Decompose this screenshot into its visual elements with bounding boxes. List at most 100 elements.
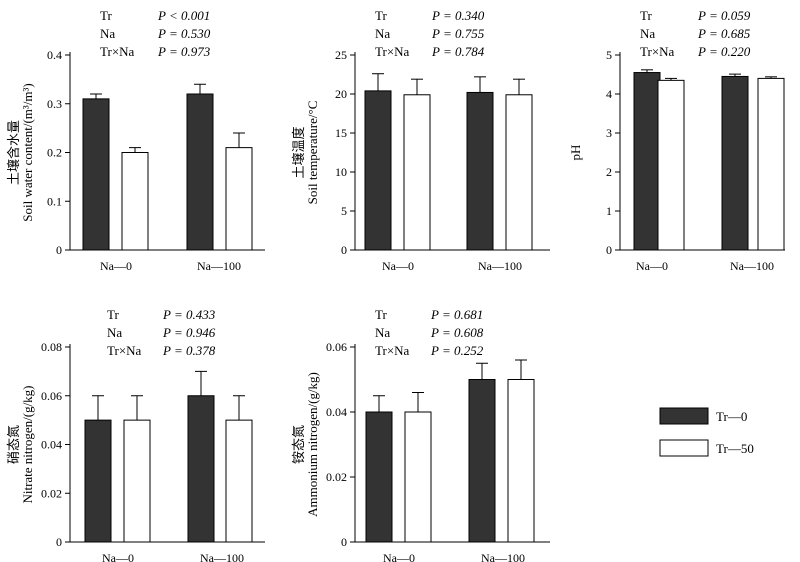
y-tick-label: 0.06: [41, 389, 62, 403]
x-tick-label: Na—100: [200, 551, 244, 562]
x-tick-label: Na—100: [197, 259, 241, 273]
stat-p-value: P = 0.252: [430, 343, 484, 358]
bar: [225, 419, 253, 543]
bar: [721, 75, 749, 251]
x-tick-label: Na—100: [478, 259, 522, 273]
stat-p-value: P = 0.530: [157, 26, 211, 41]
stat-p-value: P = 0.220: [697, 44, 751, 59]
bar: [121, 152, 149, 251]
stat-term: Na: [375, 325, 390, 340]
y-tick-label: 0.04: [41, 438, 62, 452]
legend-swatch: [659, 439, 709, 457]
y-tick-label: 20: [335, 87, 347, 101]
bar: [187, 395, 215, 543]
bar: [657, 79, 685, 251]
stat-term: Tr×Na: [375, 343, 410, 358]
stat-term: Tr: [375, 307, 387, 322]
stat-p-value: P = 0.784: [431, 44, 485, 59]
stat-p-value: P = 0.433: [162, 307, 216, 322]
stat-term: Tr×Na: [640, 44, 675, 59]
stat-p-value: P < 0.001: [157, 8, 210, 23]
y-tick-label: 0: [56, 243, 62, 257]
y-tick-label: 0: [606, 243, 612, 257]
y-tick-label: 5: [606, 48, 612, 62]
y-tick-label: 0.1: [47, 194, 62, 208]
stat-p-value: P = 0.946: [162, 325, 216, 340]
stat-term: Na: [375, 26, 390, 41]
stat-term: Tr×Na: [100, 44, 135, 59]
y-axis-label-cn: 硝态氮: [6, 425, 21, 464]
y-tick-label: 0.02: [326, 470, 347, 484]
x-tick-label: Na—0: [636, 259, 668, 273]
stat-term: Tr×Na: [375, 44, 410, 59]
stat-p-value: P = 0.685: [697, 26, 751, 41]
x-tick-label: Na—0: [383, 551, 415, 562]
legend-label: Tr—0: [716, 409, 747, 424]
stat-term: Tr: [107, 307, 119, 322]
x-tick-label: Na—0: [102, 551, 134, 562]
stat-p-value: P = 0.681: [430, 307, 483, 322]
bar: [365, 411, 393, 543]
y-tick-label: 10: [335, 165, 347, 179]
stat-p-value: P = 0.973: [157, 44, 211, 59]
bar: [225, 147, 253, 251]
y-axis-label-cn: 土壤温度: [291, 126, 306, 178]
y-axis-label-cn: 铵态氮: [291, 425, 306, 464]
y-tick-label: 1: [606, 204, 612, 218]
y-tick-label: 0: [56, 535, 62, 549]
legend-label: Tr—50: [716, 441, 754, 456]
y-tick-label: 4: [606, 87, 612, 101]
stat-p-value: P = 0.608: [430, 325, 484, 340]
stat-term: Tr: [375, 8, 387, 23]
stat-term: Na: [107, 325, 122, 340]
y-tick-label: 25: [335, 48, 347, 62]
bar: [466, 91, 494, 251]
y-tick-label: 0.4: [47, 48, 62, 62]
stat-term: Tr×Na: [107, 343, 142, 358]
stat-p-value: P = 0.340: [431, 8, 485, 23]
bar: [403, 94, 431, 251]
bar: [757, 77, 785, 251]
y-axis-label: pH: [568, 145, 583, 161]
stat-term: Tr: [640, 8, 652, 23]
y-tick-label: 0.08: [41, 340, 62, 354]
y-tick-label: 0.04: [326, 405, 347, 419]
y-axis-label: Ammonium nitrogen/(g/kg): [305, 372, 320, 517]
stat-term: Na: [100, 26, 115, 41]
bar: [82, 98, 110, 251]
stat-p-value: P = 0.755: [431, 26, 485, 41]
bar: [633, 72, 661, 251]
y-axis-label: Soil water content/(m³/m³): [20, 83, 35, 222]
y-tick-label: 3: [606, 126, 612, 140]
stat-term: Tr: [100, 8, 112, 23]
x-tick-label: Na—0: [100, 259, 132, 273]
stat-term: Na: [640, 26, 655, 41]
y-axis-label: Nitrate nitrogen/(g/kg): [20, 385, 35, 503]
bar: [123, 419, 151, 543]
bar: [505, 94, 533, 251]
x-tick-label: Na—0: [382, 259, 414, 273]
y-tick-label: 0.02: [41, 486, 62, 500]
bar: [468, 379, 496, 543]
stat-p-value: P = 0.378: [162, 343, 216, 358]
bar: [507, 379, 535, 543]
bar: [404, 411, 432, 543]
y-tick-label: 0.06: [326, 340, 347, 354]
legend-swatch: [659, 407, 709, 425]
y-tick-label: 0.3: [47, 97, 62, 111]
x-tick-label: Na—100: [481, 551, 525, 562]
stat-p-value: P = 0.059: [697, 8, 751, 23]
y-tick-label: 2: [606, 165, 612, 179]
y-axis-label-cn: 土壤含水量: [6, 120, 21, 185]
y-tick-label: 0.2: [47, 146, 62, 160]
y-axis-label: Soil temperature/°C: [305, 101, 320, 205]
x-tick-label: Na—100: [730, 259, 774, 273]
bar: [186, 93, 214, 251]
y-tick-label: 0: [341, 243, 347, 257]
y-tick-label: 15: [335, 126, 347, 140]
y-tick-label: 0: [341, 535, 347, 549]
y-tick-label: 5: [341, 204, 347, 218]
bar: [84, 419, 112, 543]
bar: [364, 90, 392, 251]
